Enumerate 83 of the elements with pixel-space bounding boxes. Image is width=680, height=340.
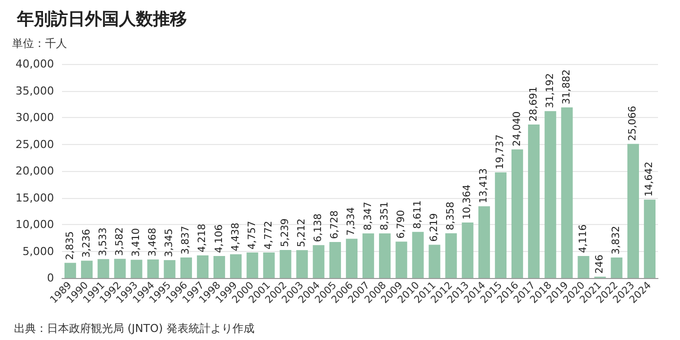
data-label: 3,832 — [611, 226, 622, 254]
data-label: 3,837 — [180, 226, 192, 254]
bar — [644, 200, 656, 278]
bar — [627, 144, 639, 278]
data-label: 31,882 — [561, 69, 572, 104]
data-label: 6,728 — [330, 210, 341, 240]
bar — [346, 238, 358, 278]
bar — [296, 250, 308, 278]
bar — [114, 258, 126, 278]
bar — [561, 107, 573, 278]
data-label: 10,364 — [462, 184, 474, 220]
bar — [511, 149, 524, 278]
bar — [578, 256, 590, 278]
data-label: 6,219 — [429, 213, 440, 242]
data-label: 31,192 — [544, 73, 556, 108]
data-label: 8,351 — [379, 202, 390, 230]
bar — [98, 259, 110, 278]
y-axis-title: 単位：千人 — [12, 37, 67, 50]
bar — [362, 233, 374, 278]
data-label: 6,790 — [396, 210, 407, 239]
bar — [412, 232, 424, 278]
bar — [428, 244, 440, 278]
data-label: 4,106 — [214, 224, 225, 254]
bar — [64, 262, 76, 278]
source-note: 出典：日本政府観光局 (JNTO) 発表統計より作成 — [14, 322, 254, 335]
bar — [445, 233, 457, 278]
bar — [280, 250, 292, 278]
bar — [396, 242, 408, 278]
y-tick-label: 25,000 — [16, 138, 54, 151]
bar — [196, 255, 209, 278]
data-label: 8,611 — [412, 200, 424, 229]
y-tick-label: 0 — [47, 272, 54, 284]
data-label: 14,642 — [644, 162, 656, 197]
y-tick-label: 35,000 — [16, 84, 54, 98]
data-label: 4,218 — [197, 224, 208, 252]
data-label: 3,468 — [148, 228, 159, 256]
data-label: 246 — [594, 254, 606, 274]
data-label: 3,236 — [81, 229, 92, 258]
bar — [610, 258, 622, 278]
data-label: 13,413 — [478, 168, 490, 204]
data-label: 4,116 — [578, 224, 589, 253]
data-label: 3,345 — [164, 228, 176, 258]
data-label: 28,691 — [528, 86, 540, 122]
data-label: 5,239 — [280, 218, 291, 247]
data-label: 4,772 — [263, 220, 274, 250]
bar — [263, 252, 275, 278]
data-label: 5,212 — [296, 218, 308, 248]
bar — [180, 257, 192, 278]
chart-title: 年別訪日外国人数推移 — [16, 10, 187, 30]
data-label: 2,835 — [64, 231, 76, 260]
bar — [544, 111, 556, 278]
data-label: 7,334 — [346, 207, 358, 236]
y-tick-label: 5,000 — [22, 244, 54, 258]
y-tick-label: 20,000 — [16, 164, 54, 178]
bar — [130, 260, 142, 278]
data-label: 8,347 — [362, 202, 374, 230]
y-tick-label: 40,000 — [16, 58, 54, 70]
bar — [329, 242, 341, 278]
bar — [213, 256, 226, 278]
data-label: 19,737 — [495, 134, 506, 170]
data-label: 8,358 — [446, 202, 457, 230]
bar — [164, 260, 176, 278]
data-label: 3,533 — [98, 227, 109, 256]
bar — [379, 233, 391, 278]
y-tick-label: 15,000 — [16, 191, 54, 204]
bar — [462, 222, 474, 278]
bar — [528, 124, 540, 278]
bar — [147, 259, 159, 278]
y-tick-label: 10,000 — [16, 218, 54, 231]
data-label: 4,438 — [230, 222, 242, 252]
bar — [230, 254, 242, 278]
bar — [312, 245, 324, 278]
data-label: 6,138 — [313, 214, 324, 242]
bar — [246, 252, 258, 278]
data-label: 24,040 — [512, 111, 523, 146]
data-label: 3,410 — [131, 228, 142, 257]
y-tick-label: 30,000 — [16, 111, 54, 124]
bar — [494, 172, 507, 278]
data-label: 3,582 — [114, 227, 126, 256]
bar — [81, 260, 93, 278]
data-label: 25,066 — [628, 106, 639, 141]
bar — [478, 206, 490, 278]
data-label: 4,757 — [246, 220, 258, 250]
